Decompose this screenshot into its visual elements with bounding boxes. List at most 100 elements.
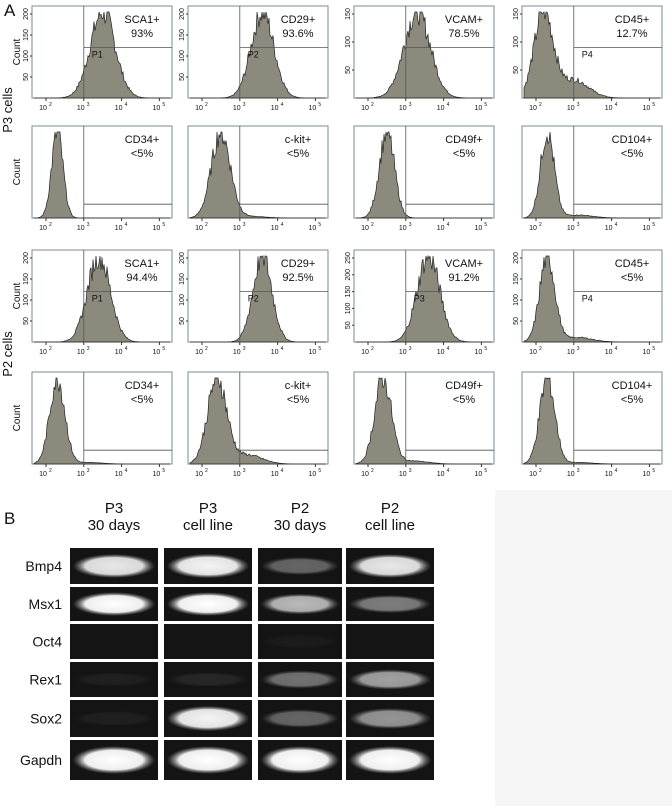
x-tick-base: 10	[361, 225, 369, 232]
y-tick-label: 100	[23, 50, 30, 62]
x-tick-exponent: 2	[49, 346, 52, 352]
x-tick-base: 10	[567, 349, 575, 356]
y-tick-label: 150	[513, 8, 520, 20]
group-label: P3 cells	[0, 87, 15, 133]
histogram-shape	[356, 254, 492, 343]
x-tick-exponent: 5	[162, 346, 165, 352]
x-tick-exponent: 5	[162, 222, 165, 228]
x-tick-exponent: 2	[205, 222, 208, 228]
x-tick-exponent: 2	[205, 468, 208, 474]
x-tick-base: 10	[567, 225, 575, 232]
histogram-shape	[523, 11, 660, 99]
histogram-shape	[34, 11, 171, 99]
y-tick-label: 100	[513, 36, 520, 48]
x-tick-base: 10	[309, 225, 317, 232]
y-tick-label: 150	[513, 273, 520, 285]
x-tick-base: 10	[115, 349, 123, 356]
gel-band	[260, 709, 340, 728]
gate-label: P2	[248, 293, 259, 303]
marker-label: SCA1+	[124, 14, 159, 26]
lane-header: P2	[381, 500, 399, 517]
x-tick-exponent: 4	[281, 346, 284, 352]
x-tick-exponent: 2	[539, 222, 542, 228]
gene-label: Msx1	[29, 596, 63, 612]
x-tick-base: 10	[271, 225, 279, 232]
x-tick-exponent: 5	[484, 222, 487, 228]
y-tick-label: 50	[345, 321, 352, 329]
x-tick-exponent: 5	[484, 468, 487, 474]
y-tick-label: 100	[513, 294, 520, 306]
x-tick-exponent: 4	[125, 346, 128, 352]
marker-label: CD34+	[125, 380, 160, 392]
x-tick-exponent: 3	[577, 346, 580, 352]
x-tick-exponent: 4	[615, 346, 618, 352]
gel-band	[166, 672, 250, 687]
gel-band	[260, 556, 340, 576]
gel-lane	[258, 624, 342, 659]
x-tick-base: 10	[39, 349, 47, 356]
gel-band	[260, 746, 340, 774]
percent-label: <5%	[621, 148, 644, 160]
x-tick-exponent: 4	[447, 102, 450, 108]
x-tick-base: 10	[153, 471, 161, 478]
marker-label: CD49f+	[445, 134, 483, 146]
x-tick-exponent: 5	[652, 102, 655, 108]
histogram-shape	[523, 255, 660, 343]
x-tick-base: 10	[529, 105, 537, 112]
x-tick-exponent: 5	[318, 468, 321, 474]
gate-label: P4	[582, 49, 593, 59]
x-tick-base: 10	[605, 105, 613, 112]
x-tick-exponent: 2	[49, 102, 52, 108]
percent-label: <5%	[131, 394, 154, 406]
x-tick-base: 10	[271, 349, 279, 356]
x-tick-base: 10	[153, 225, 161, 232]
gel-band	[348, 708, 432, 729]
y-tick-label: 50	[179, 73, 186, 81]
percent-label: <5%	[287, 148, 310, 160]
x-tick-base: 10	[309, 349, 317, 356]
x-tick-base: 10	[309, 105, 317, 112]
y-axis-label: Count	[12, 404, 23, 431]
y-tick-label: 200	[345, 269, 352, 281]
x-tick-base: 10	[309, 471, 317, 478]
percent-label: 78.5%	[448, 28, 479, 40]
gel-band	[166, 553, 250, 579]
lane-header: P3	[199, 500, 217, 517]
x-tick-exponent: 3	[409, 102, 412, 108]
marker-label: CD49f+	[445, 380, 483, 392]
x-tick-base: 10	[437, 471, 445, 478]
percent-label: <5%	[287, 394, 310, 406]
x-tick-base: 10	[437, 105, 445, 112]
x-tick-exponent: 3	[409, 346, 412, 352]
gel-band	[348, 669, 432, 690]
x-tick-base: 10	[39, 471, 47, 478]
gate-label: P1	[92, 49, 103, 59]
gel-lane	[346, 624, 434, 659]
x-tick-exponent: 4	[125, 102, 128, 108]
y-tick-label: 250	[345, 252, 352, 264]
y-axis-label: Count	[12, 38, 23, 65]
y-tick-label: 150	[179, 273, 186, 285]
lane-header: P2	[291, 500, 309, 517]
percent-label: 92.5%	[282, 272, 313, 284]
x-tick-exponent: 2	[371, 222, 374, 228]
x-tick-base: 10	[233, 105, 241, 112]
lane-header: 30 days	[274, 517, 327, 534]
x-tick-base: 10	[643, 349, 651, 356]
x-tick-base: 10	[605, 471, 613, 478]
y-tick-label: 100	[345, 302, 352, 314]
x-tick-exponent: 2	[371, 346, 374, 352]
gene-label: Sox2	[30, 711, 62, 727]
y-tick-label: 200	[513, 252, 520, 264]
x-tick-base: 10	[233, 471, 241, 478]
y-tick-label: 150	[23, 273, 30, 285]
gel-lane	[70, 624, 158, 659]
y-axis-label: Count	[12, 282, 23, 309]
x-tick-base: 10	[361, 105, 369, 112]
lane-header: cell line	[365, 517, 415, 534]
x-tick-base: 10	[475, 105, 483, 112]
x-tick-base: 10	[115, 225, 123, 232]
